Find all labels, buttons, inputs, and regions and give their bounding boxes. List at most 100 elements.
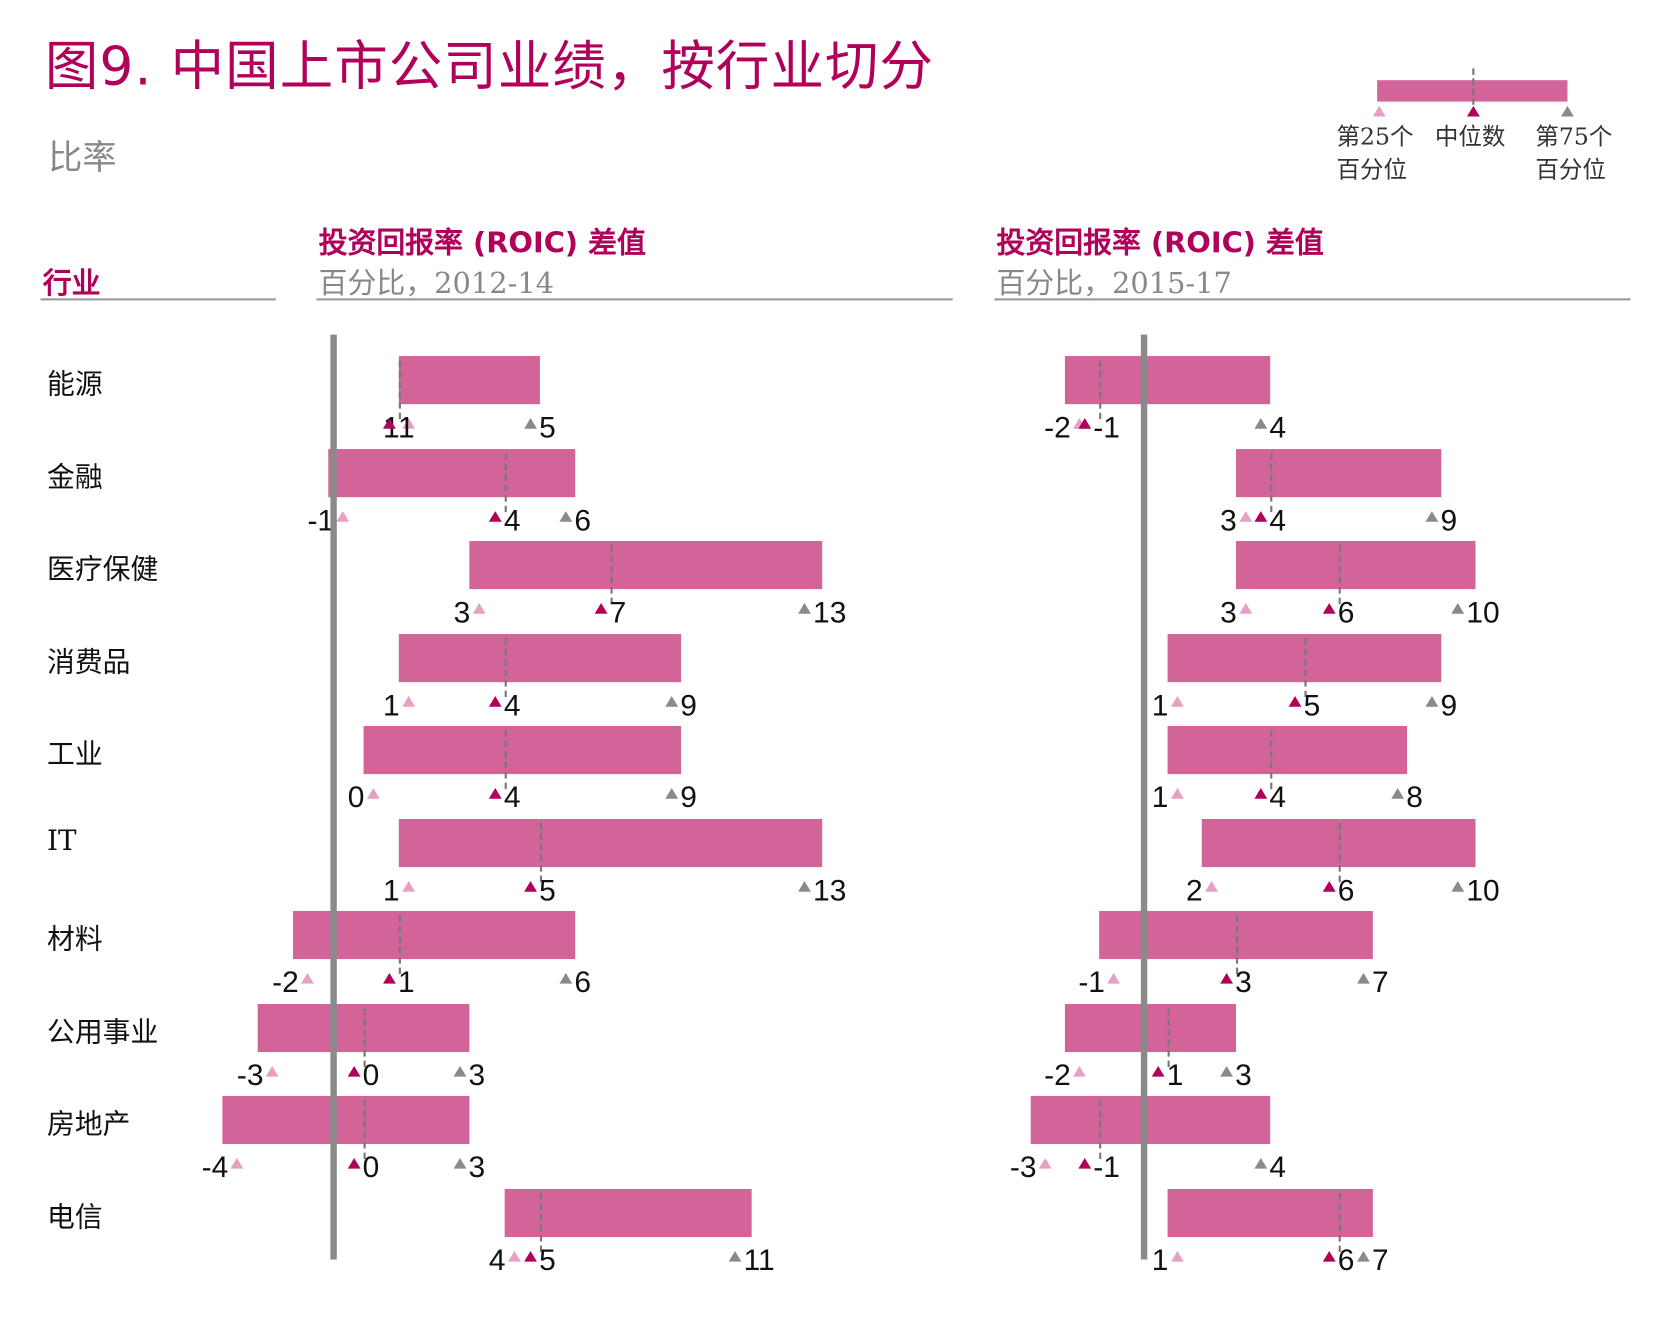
p25-marker-icon [472,603,486,614]
median-line [1270,452,1273,512]
p25-label: 0 [348,781,380,815]
sector-label: 能源 [47,368,103,401]
median-marker-icon [488,510,502,522]
range-bar [1167,1188,1373,1237]
p75-marker-icon [1451,603,1465,614]
median-line [1167,1007,1170,1067]
p25-value: 1 [1151,1242,1169,1277]
median-value: 0 [362,1150,380,1184]
range-bar [1064,356,1271,405]
p25-label: 3 [454,596,486,630]
p75-value: 3 [468,1057,486,1092]
median-marker-icon [488,788,502,799]
p25-label: 4 [489,1243,521,1277]
sector-label: 电信 [47,1201,103,1234]
median-value: -1 [1093,1150,1120,1184]
p25-value: 1 [1151,780,1169,814]
p25-marker-icon [1238,510,1252,522]
median-label: 4 [488,688,520,722]
p75-value: 7 [1372,1242,1389,1277]
panel2-rule [994,298,1631,301]
p25-label: 1 [1152,781,1184,815]
panel2-title: 投资回报率 (ROIC) 差值 [996,226,1324,260]
p25-label: 2 [1186,873,1218,907]
median-label: 7 [594,596,626,630]
p75-marker-icon [559,510,573,522]
range-bar [1167,633,1442,682]
panel1-title: 投资回报率 (ROIC) 差值 [318,226,646,260]
range-bar [398,633,682,682]
range-bar [1235,448,1442,497]
p25-marker-icon [507,1250,521,1262]
p25-marker-icon [336,510,350,522]
p75-value: 9 [1440,503,1458,537]
legend-p75-line2: 百分位 [1535,157,1606,184]
median-label: 5 [1288,688,1321,722]
legend-p75-line1: 第75个 [1535,124,1613,151]
median-marker-icon [594,603,608,614]
median-marker-icon [1078,1157,1092,1169]
median-marker-icon [347,1157,361,1169]
median-marker-icon [1322,603,1336,614]
p25-value: -2 [272,965,299,999]
p75-marker-icon [1254,1157,1268,1169]
p75-label: 9 [665,688,697,722]
median-label: 4 [1254,781,1286,815]
p25-marker-icon [1170,695,1184,707]
median-label: 3 [1220,965,1252,999]
p25-value: -4 [201,1150,229,1184]
median-line [504,637,507,697]
sector-label: IT [47,824,77,857]
p75-label: 8 [1391,781,1423,815]
range-bar [1064,1003,1236,1052]
p25-marker-icon [366,788,380,799]
median-label: 6 [1322,596,1354,630]
zero-line [330,334,337,1260]
p25-value: 1 [382,873,400,907]
p25-value: -1 [1078,965,1105,999]
p25-value: -2 [1044,1057,1071,1092]
p75-value: 3 [468,1150,486,1184]
p75-value: 4 [1269,410,1287,444]
p25-marker-icon [1170,788,1184,799]
median-line [398,915,401,975]
median-label: 5 [524,873,556,907]
p75-label: 9 [1425,503,1457,537]
median-line [1099,1100,1102,1160]
p25-value: 2 [1185,873,1203,907]
median-value: 6 [1337,1242,1355,1277]
range-bar [1167,725,1408,775]
median-value: 3 [1235,965,1252,999]
median-label: 1 [1151,1058,1183,1092]
p75-marker-icon [798,880,811,892]
p75-marker-icon [524,418,537,429]
figure-subtitle: 比率 [48,136,117,178]
median-label: -1 [1078,411,1120,445]
p25-value: 3 [453,595,471,629]
median-value: 5 [539,1242,556,1277]
median-value: 5 [1303,688,1321,722]
p75-value: 13 [813,873,847,907]
sector-label: 房地产 [47,1108,131,1141]
range-bar [222,1095,470,1145]
median-line [1235,915,1239,975]
p25-marker-icon [1072,1065,1086,1077]
legend-p75-label: 第75个百分位 [1535,121,1612,187]
p75-value: 7 [1372,965,1389,999]
median-line [1338,545,1341,605]
panel1-rule [316,298,953,301]
median-value: 1 [397,410,415,444]
sector-label: 公用事业 [47,1016,159,1049]
legend-p25-line1: 第25个 [1336,124,1414,151]
median-value: 4 [503,503,521,537]
p75-value: 10 [1466,595,1500,629]
median-line [1338,1192,1341,1252]
median-marker-icon [382,972,396,984]
median-value: 5 [539,873,556,907]
median-marker-icon [488,695,502,707]
p75-marker-icon [1357,972,1370,984]
p25-label: 1 [1152,688,1184,722]
median-line [398,360,401,420]
median-value: 4 [1269,503,1287,537]
p75-marker-icon [728,1250,742,1262]
